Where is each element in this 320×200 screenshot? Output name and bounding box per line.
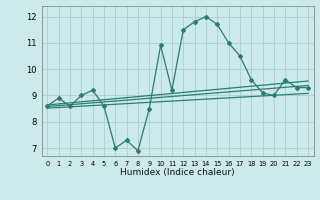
X-axis label: Humidex (Indice chaleur): Humidex (Indice chaleur) xyxy=(120,168,235,177)
